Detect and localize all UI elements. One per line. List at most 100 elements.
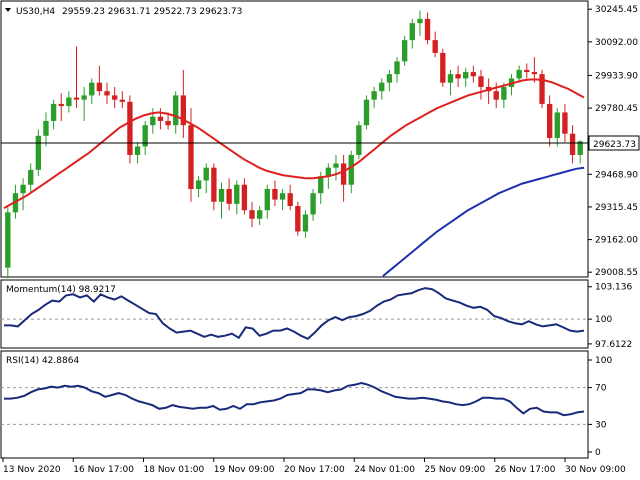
candle (455, 65, 461, 87)
momentum-tick-label: 97.6122 (595, 340, 632, 350)
candle (295, 201, 301, 236)
candle (539, 69, 545, 109)
candle (470, 65, 477, 83)
candle (195, 176, 202, 198)
candle (447, 69, 454, 96)
candle (501, 82, 507, 109)
collapse-triangle-icon[interactable] (5, 8, 11, 12)
time-tick-label: 26 Nov 17:00 (495, 465, 556, 475)
candle (417, 10, 423, 36)
candle (81, 86, 87, 121)
time-tick-label: 19 Nov 09:00 (214, 465, 275, 475)
candle (432, 31, 438, 58)
candle (256, 205, 263, 226)
candle (279, 188, 286, 211)
candle (562, 103, 568, 143)
candle (463, 67, 469, 87)
candle (272, 180, 278, 206)
momentum-tick-label: 103.136 (595, 283, 632, 293)
rsi-tick-label: 100 (595, 356, 612, 366)
candle (371, 86, 377, 109)
candle (111, 86, 118, 109)
time-tick-label: 13 Nov 2020 (3, 465, 61, 475)
price-tick-label: 29008.55 (595, 268, 638, 278)
rsi-line (4, 381, 585, 417)
candle (554, 108, 560, 147)
time-tick-label: 25 Nov 09:00 (425, 465, 486, 475)
rsi-axis: 100 70 30 0 (588, 356, 612, 458)
candle (386, 69, 393, 92)
candle (241, 178, 248, 215)
momentum-line (4, 287, 585, 340)
candle (546, 95, 553, 147)
candle (531, 57, 538, 83)
candle (58, 93, 64, 121)
price-tick-label: 29162.00 (595, 236, 638, 246)
ma-slow-line (382, 166, 585, 277)
price-tick-label: 29315.45 (595, 203, 638, 213)
candle (73, 46, 80, 109)
candle (424, 12, 431, 45)
price-panel-frame (0, 0, 589, 278)
momentum-panel[interactable]: Momentum(14) 98.9217 (0, 279, 589, 349)
price-tick-label: 30245.45 (595, 5, 638, 15)
price-tick-label: 30092.00 (595, 38, 638, 48)
candle (20, 178, 26, 211)
rsi-tick-label: 30 (595, 420, 607, 430)
candle (409, 18, 415, 49)
candle (203, 163, 209, 194)
candle (211, 163, 217, 211)
time-tick-label: 30 Nov 09:00 (565, 465, 626, 475)
chart-symbol: US30,H4 (16, 7, 55, 17)
candle (35, 129, 42, 177)
candle (356, 120, 362, 160)
candle (310, 188, 316, 221)
candle (96, 65, 103, 96)
candle (226, 178, 232, 211)
momentum-panel-frame (0, 279, 589, 349)
price-axis: 30245.45 30092.00 29933.90 29780.45 29468.90… (588, 5, 638, 278)
rsi-panel[interactable]: RSI(14) 42.8864 (0, 350, 589, 459)
time-tick-label: 20 Nov 17:00 (284, 465, 345, 475)
candle (127, 95, 133, 164)
candle (478, 69, 484, 100)
candle (394, 57, 400, 83)
candle (569, 125, 576, 164)
candle (119, 91, 125, 109)
candle (264, 184, 270, 219)
time-tick-label: 18 Nov 01:00 (144, 465, 205, 475)
candle (142, 120, 148, 155)
candle (401, 35, 408, 66)
candle (340, 154, 347, 202)
candle (180, 69, 187, 138)
candle (43, 112, 49, 147)
candle (333, 154, 339, 181)
momentum-axis: 103.136 100 97.6122 (588, 283, 632, 350)
candle (104, 82, 110, 104)
candle (28, 163, 34, 194)
candle (50, 99, 57, 130)
current-price-text: 29623.73 (593, 140, 636, 150)
price-tick-label: 29468.90 (595, 170, 638, 180)
candle (379, 78, 385, 100)
ohlc-readout: 29559.23 29631.71 29522.73 29623.73 (62, 7, 242, 17)
rsi-title: RSI(14) 42.8864 (6, 356, 79, 366)
candle (363, 95, 370, 130)
candle (66, 91, 72, 113)
current-price-label: 29623.73 (588, 135, 640, 151)
candle (524, 63, 530, 79)
price-panel[interactable]: US30,H4 29559.23 29631.71 29522.73 29623… (0, 0, 589, 279)
candle (5, 205, 11, 279)
candle (287, 184, 293, 211)
price-tick-label: 29780.45 (595, 104, 638, 114)
candle (173, 91, 179, 134)
candle (134, 142, 141, 164)
price-tick-label: 29933.90 (595, 71, 638, 81)
momentum-tick-label: 100 (595, 315, 612, 325)
candle (218, 182, 225, 219)
time-tick-label: 16 Nov 17:00 (73, 465, 134, 475)
candle (440, 48, 446, 87)
rsi-tick-label: 0 (595, 448, 601, 458)
time-axis: 13 Nov 2020 16 Nov 17:00 18 Nov 01:00 19 No… (1, 457, 626, 475)
